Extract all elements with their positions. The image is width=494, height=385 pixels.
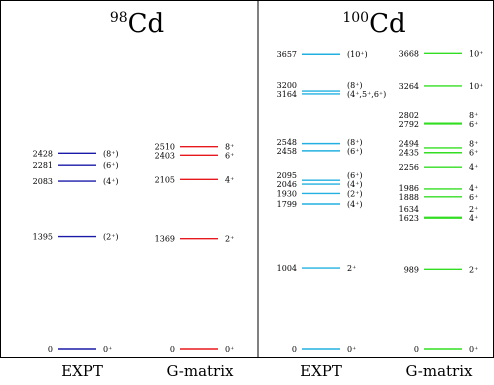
energy-label-p1-c0-l3: 1930 bbox=[277, 189, 297, 198]
energy-label-p1-c0-l7: 2548 bbox=[277, 138, 297, 147]
spin-label-p0-c0-l0: 0⁺ bbox=[103, 345, 112, 354]
spin-label-p1-c1-l12: 10⁺ bbox=[469, 49, 483, 58]
spin-label-p0-c1-l3: 6⁺ bbox=[225, 151, 234, 160]
energy-label-p1-c0-l6: 2458 bbox=[277, 147, 297, 156]
spin-label-p0-c0-l2: (4⁺) bbox=[103, 177, 119, 186]
energy-label-p1-c1-l7: 2435 bbox=[399, 149, 419, 158]
spin-label-p1-c0-l5: (6⁺) bbox=[347, 171, 363, 180]
col-label-98cd-expt: EXPT bbox=[61, 362, 103, 380]
spin-label-p1-c0-l7: (8⁺) bbox=[347, 138, 363, 147]
spin-label-p0-c1-l1: 2⁺ bbox=[225, 235, 234, 244]
spin-label-p1-c0-l4: (4⁺) bbox=[347, 180, 363, 189]
energy-label-p0-c1-l2: 2105 bbox=[155, 175, 175, 184]
energy-label-p0-c1-l3: 2403 bbox=[155, 151, 175, 160]
energy-label-p1-c1-l12: 3668 bbox=[399, 49, 419, 58]
col-label-100cd-gmatrix: G-matrix bbox=[406, 362, 473, 380]
spin-label-p1-c0-l0: 0⁺ bbox=[347, 345, 356, 354]
spin-label-p1-c1-l4: 6⁺ bbox=[469, 193, 478, 202]
spin-label-p1-c0-l8: (4⁺,5⁺,6⁺) bbox=[347, 90, 386, 99]
title-100cd: 100Cd bbox=[342, 9, 405, 39]
title-100cd-mass: 100 bbox=[342, 10, 369, 26]
spin-label-p1-c1-l9: 6⁺ bbox=[469, 120, 478, 129]
spin-label-p1-c0-l2: (4⁺) bbox=[347, 200, 363, 209]
energy-label-p1-c1-l0: 0 bbox=[414, 345, 419, 354]
col-label-98cd-gmatrix: G-matrix bbox=[167, 362, 234, 380]
spin-label-p1-c1-l3: 2⁺ bbox=[469, 205, 478, 214]
energy-label-p1-c0-l8: 3164 bbox=[277, 90, 297, 99]
spin-label-p1-c0-l1: 2⁺ bbox=[347, 264, 356, 273]
energy-label-p1-c1-l6: 2256 bbox=[399, 163, 419, 172]
energy-label-p0-c1-l4: 2510 bbox=[155, 142, 175, 151]
energy-label-p0-c0-l0: 0 bbox=[48, 345, 53, 354]
spin-label-p0-c0-l1: (2⁺) bbox=[103, 233, 119, 242]
energy-label-p1-c0-l9: 3200 bbox=[277, 81, 297, 90]
spin-label-p1-c1-l10: 8⁺ bbox=[469, 111, 478, 120]
spin-label-p1-c1-l1: 2⁺ bbox=[469, 265, 478, 274]
energy-label-p1-c0-l10: 3657 bbox=[277, 50, 297, 59]
energy-label-p1-c0-l5: 2095 bbox=[277, 171, 297, 180]
energy-label-p1-c1-l4: 1888 bbox=[399, 193, 419, 202]
energy-label-p1-c1-l1: 989 bbox=[404, 265, 419, 274]
spin-label-p1-c1-l7: 6⁺ bbox=[469, 149, 478, 158]
energy-label-p1-c1-l9: 2792 bbox=[399, 120, 419, 129]
spin-label-p1-c1-l0: 0⁺ bbox=[469, 345, 478, 354]
spin-label-p1-c0-l10: (10⁺) bbox=[347, 50, 368, 59]
energy-label-p1-c0-l0: 0 bbox=[292, 345, 297, 354]
energy-label-p0-c0-l4: 2428 bbox=[33, 149, 53, 158]
spin-label-p0-c1-l2: 4⁺ bbox=[225, 175, 234, 184]
spin-label-p1-c0-l9: (8⁺) bbox=[347, 81, 363, 90]
spin-label-p0-c0-l4: (8⁺) bbox=[103, 149, 119, 158]
energy-label-p0-c0-l1: 1395 bbox=[33, 233, 53, 242]
energy-label-p1-c1-l8: 2494 bbox=[399, 140, 419, 149]
levels-layer: 0 0⁺ 1395 (2⁺) 2083 (4⁺) 2281 (6⁺) 2428 (8⁺) 0 0⁺ 13… bbox=[33, 49, 484, 354]
energy-label-p0-c1-l1: 1369 bbox=[155, 235, 175, 244]
energy-label-p0-c1-l0: 0 bbox=[170, 345, 175, 354]
plot-frame bbox=[0, 0, 494, 358]
spin-label-p1-c1-l2: 4⁺ bbox=[469, 214, 478, 223]
energy-label-p0-c0-l3: 2281 bbox=[33, 161, 53, 170]
energy-label-p1-c1-l10: 2802 bbox=[399, 111, 419, 120]
energy-label-p1-c1-l5: 1986 bbox=[399, 184, 419, 193]
spin-label-p1-c1-l5: 4⁺ bbox=[469, 184, 478, 193]
energy-label-p1-c0-l1: 1004 bbox=[277, 264, 297, 273]
energy-label-p1-c1-l3: 1634 bbox=[399, 205, 419, 214]
col-label-100cd-expt: EXPT bbox=[300, 362, 342, 380]
spin-label-p0-c1-l4: 8⁺ bbox=[225, 142, 234, 151]
spin-label-p0-c1-l0: 0⁺ bbox=[225, 345, 234, 354]
energy-label-p0-c0-l2: 2083 bbox=[33, 177, 53, 186]
energy-label-p1-c0-l4: 2046 bbox=[277, 180, 297, 189]
spin-label-p1-c1-l6: 4⁺ bbox=[469, 163, 478, 172]
spin-label-p1-c1-l8: 8⁺ bbox=[469, 140, 478, 149]
energy-label-p1-c1-l2: 1623 bbox=[399, 214, 419, 223]
spin-label-p1-c0-l3: (2⁺) bbox=[347, 189, 363, 198]
title-100cd-symbol: Cd bbox=[369, 9, 406, 39]
spin-label-p1-c1-l11: 10⁺ bbox=[469, 82, 483, 91]
spin-label-p0-c0-l3: (6⁺) bbox=[103, 161, 119, 170]
energy-label-p1-c0-l2: 1799 bbox=[277, 200, 297, 209]
energy-label-p1-c1-l11: 3264 bbox=[399, 82, 419, 91]
title-98cd-symbol: Cd bbox=[128, 9, 165, 39]
title-98cd: 98Cd bbox=[110, 9, 164, 39]
title-98cd-mass: 98 bbox=[110, 10, 128, 26]
spin-label-p1-c0-l6: (6⁺) bbox=[347, 147, 363, 156]
